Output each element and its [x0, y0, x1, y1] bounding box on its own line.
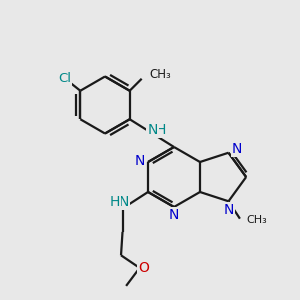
Text: N: N — [134, 154, 145, 167]
Text: CH₃: CH₃ — [247, 215, 267, 225]
Text: H: H — [109, 195, 120, 209]
Text: O: O — [138, 261, 149, 275]
Text: N: N — [169, 208, 179, 222]
Text: N: N — [232, 142, 242, 156]
Text: H: H — [156, 123, 166, 137]
Text: Cl: Cl — [58, 72, 71, 85]
Text: N: N — [223, 203, 234, 217]
Text: N: N — [119, 195, 129, 209]
Text: N: N — [147, 123, 158, 137]
Text: CH₃: CH₃ — [149, 68, 171, 81]
